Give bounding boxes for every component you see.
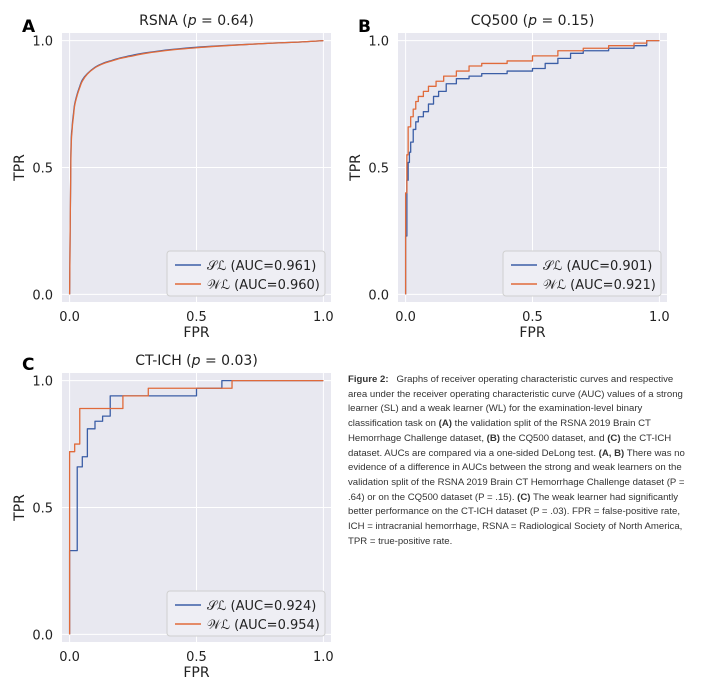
- panel-letter: B: [358, 17, 371, 37]
- chart-panel-c: 0.0 0.5 1.0 0.0 0.5 1.0 FPR TPR CT-ICH (p = 0.03…: [12, 353, 334, 681]
- x-tick-label: 1.0: [649, 310, 670, 325]
- caption-text: The weak learner had significantly bette…: [348, 491, 683, 547]
- x-tick-label: 0.0: [59, 650, 80, 665]
- chart-panel-a: 0.0 0.5 1.0 0.0 0.5 1.0 FPR TPR RSNA (p = 0.64) A…: [12, 13, 334, 341]
- x-axis-label: FPR: [183, 665, 209, 681]
- chart-panel-b: 0.0 0.5 1.0 0.0 0.5 1.0 FPR TPR CQ500 (p = 0.15)…: [348, 13, 670, 341]
- panel-letter: A: [22, 17, 36, 37]
- chart-title-part: p: [187, 13, 197, 29]
- chart-title-part: = 0.15): [537, 13, 594, 29]
- y-tick-label: 0.5: [368, 162, 389, 177]
- roc-curve-sl: [404, 39, 660, 295]
- x-tick-label: 1.0: [313, 650, 334, 665]
- legend-label-sl: 𝒮ℒ (AUC=0.901): [543, 259, 652, 274]
- roc-curve-wl: [68, 379, 324, 635]
- caption-label: Figure 2:: [348, 374, 389, 385]
- legend-label-wl: 𝒲ℒ (AUC=0.960): [207, 278, 320, 293]
- x-tick-label: 0.0: [59, 310, 80, 325]
- panel-letter: C: [22, 355, 34, 375]
- y-axis-label: TPR: [12, 154, 28, 182]
- chart-title-part: RSNA (: [139, 13, 188, 29]
- caption-text: the validation split of the RSNA 2019 Br…: [348, 418, 651, 444]
- x-axis-label: FPR: [519, 325, 545, 341]
- caption-text: Graphs of receiver operating characteris…: [348, 374, 683, 430]
- y-tick-label: 0.5: [32, 502, 53, 517]
- legend-label-sl: 𝒮ℒ (AUC=0.961): [207, 259, 316, 274]
- caption-text: the CQ500 dataset, and: [500, 432, 608, 444]
- caption-panel-ref: (A, B): [598, 447, 625, 459]
- x-tick-label: 0.5: [522, 310, 543, 325]
- y-axis-label: TPR: [348, 154, 364, 182]
- caption-panel-ref: (A): [438, 418, 452, 430]
- caption-panel-ref: (C): [607, 432, 621, 444]
- x-tick-label: 1.0: [313, 310, 334, 325]
- chart-title-part: p: [527, 13, 537, 29]
- caption-panel-ref: (B): [486, 432, 500, 444]
- y-tick-label: 0.0: [368, 288, 389, 303]
- x-axis-label: FPR: [183, 325, 209, 341]
- legend-label-wl: 𝒲ℒ (AUC=0.921): [543, 278, 656, 293]
- caption-text: the CT-ICH dataset. AUCs are compared vi…: [348, 432, 672, 459]
- chart-title-part: p: [191, 353, 201, 369]
- caption-body: Graphs of receiver operating characteris…: [348, 374, 685, 547]
- legend-box: [166, 250, 326, 297]
- legend: 𝒮ℒ (AUC=0.901) 𝒲ℒ (AUC=0.921): [502, 250, 662, 297]
- y-tick-label: 0.0: [32, 288, 53, 303]
- caption-text: There was no evidence of a difference in…: [348, 447, 685, 503]
- roc-curve-wl: [68, 39, 324, 295]
- chart-title: CQ500 (p = 0.15): [471, 13, 595, 29]
- caption-panel-ref: (C): [517, 491, 531, 503]
- y-tick-label: 1.0: [32, 375, 53, 390]
- y-tick-label: 0.5: [32, 162, 53, 177]
- chart-title-part: CQ500 (: [471, 13, 528, 29]
- x-tick-label: 0.0: [395, 310, 416, 325]
- chart-title: RSNA (p = 0.64): [139, 13, 254, 29]
- chart-title-part: = 0.03): [201, 353, 258, 369]
- chart-title-part: CT-ICH (: [135, 353, 191, 369]
- y-tick-label: 1.0: [368, 35, 389, 50]
- y-tick-label: 1.0: [32, 35, 53, 50]
- chart-title: CT-ICH (p = 0.03): [135, 353, 258, 369]
- chart-title-part: = 0.64): [197, 13, 254, 29]
- legend: 𝒮ℒ (AUC=0.924) 𝒲ℒ (AUC=0.954): [166, 590, 326, 637]
- legend-box: [502, 250, 662, 297]
- legend: 𝒮ℒ (AUC=0.961) 𝒲ℒ (AUC=0.960): [166, 250, 326, 297]
- x-tick-label: 0.5: [186, 310, 207, 325]
- legend-label-sl: 𝒮ℒ (AUC=0.924): [207, 599, 316, 614]
- roc-curve-wl: [404, 39, 660, 295]
- y-tick-label: 0.0: [32, 628, 53, 643]
- x-tick-label: 0.5: [186, 650, 207, 665]
- figure-caption: Figure 2: Graphs of receiver operating ch…: [348, 373, 688, 549]
- legend-box: [166, 590, 326, 637]
- legend-label-wl: 𝒲ℒ (AUC=0.954): [207, 618, 320, 633]
- y-axis-label: TPR: [12, 494, 28, 522]
